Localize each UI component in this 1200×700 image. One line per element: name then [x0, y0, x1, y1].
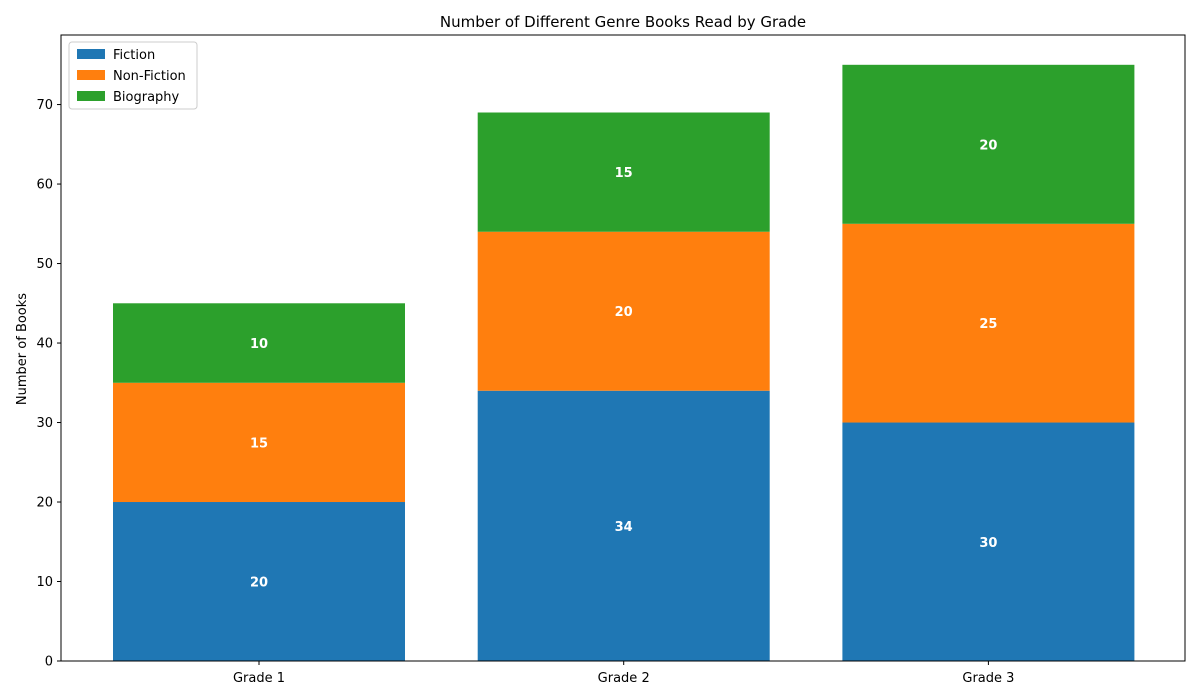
plot-area: 20 15 10 Grade 1 34 20 15 Grade 2 30 25 20 Grade 3 0…: [36, 34, 1186, 686]
data-label: 15: [250, 436, 268, 451]
y-tick-label: 70: [36, 98, 53, 113]
data-label: 20: [615, 305, 633, 320]
x-tick-label: Grade 1: [233, 671, 285, 686]
data-label: 25: [979, 317, 997, 332]
y-tick-label: 0: [45, 655, 53, 670]
legend: Fiction Non-Fiction Biography: [68, 41, 198, 110]
data-label: 30: [979, 536, 997, 551]
bar-non-fiction-grade-3: [842, 223, 1135, 423]
data-label: 34: [615, 520, 633, 535]
y-tick-label: 20: [36, 496, 53, 511]
x-tick-label: Grade 2: [598, 671, 650, 686]
x-tick-label: Grade 3: [962, 671, 1014, 686]
bar-fiction-grade-3: [842, 422, 1135, 661]
y-tick-label: 10: [36, 575, 53, 590]
y-tick-label: 60: [36, 178, 53, 193]
data-label: 15: [615, 166, 633, 181]
bar-non-fiction-grade-2: [477, 231, 770, 391]
y-axis-label: Number of Books: [15, 293, 30, 405]
legend-label: Biography: [113, 90, 180, 105]
y-tick-label: 30: [36, 416, 53, 431]
legend-swatch: [77, 70, 105, 80]
legend-swatch: [77, 91, 105, 101]
data-label: 20: [979, 138, 997, 153]
bar-non-fiction-grade-1: [113, 382, 405, 503]
data-label: 20: [250, 576, 268, 591]
bar-biography-grade-3: [842, 64, 1135, 224]
bar-biography-grade-1: [113, 303, 405, 383]
legend-label: Non-Fiction: [113, 69, 186, 84]
axes-frame: [60, 34, 1186, 662]
chart-title: Number of Different Genre Books Read by …: [440, 13, 806, 31]
bar-fiction-grade-2: [477, 390, 770, 661]
y-tick-label: 40: [36, 337, 53, 352]
bar-fiction-grade-1: [113, 502, 405, 661]
y-tick-label: 50: [36, 257, 53, 272]
bar-biography-grade-2: [477, 112, 770, 232]
legend-swatch: [77, 49, 105, 59]
legend-label: Fiction: [113, 48, 155, 63]
data-label: 10: [250, 337, 268, 352]
